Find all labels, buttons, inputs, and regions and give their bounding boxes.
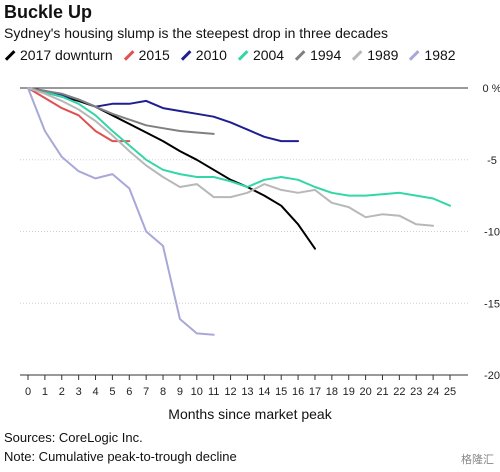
legend-label: 2004 bbox=[252, 47, 285, 63]
legend-swatch bbox=[237, 49, 249, 61]
series-line bbox=[27, 87, 131, 143]
legend-swatch bbox=[180, 49, 191, 61]
legend-item: 1982 bbox=[408, 47, 456, 63]
legend-item: 1989 bbox=[351, 47, 398, 63]
legend-item: 2015 bbox=[123, 47, 170, 63]
x-tick-label: 4 bbox=[92, 386, 98, 398]
x-tick-label: 12 bbox=[224, 386, 236, 398]
x-tick-label: 17 bbox=[309, 386, 321, 398]
legend-item: 1994 bbox=[294, 47, 341, 63]
y-tick-label: -15 bbox=[484, 298, 500, 310]
source-note: Sources: CoreLogic Inc. bbox=[4, 430, 143, 445]
footnote: Note: Cumulative peak-to-trough decline bbox=[4, 449, 237, 464]
x-tick-label: 25 bbox=[444, 386, 456, 398]
x-tick-label: 6 bbox=[126, 386, 132, 398]
x-tick-label: 23 bbox=[410, 386, 422, 398]
x-tick-label: 2 bbox=[59, 386, 65, 398]
chart-subtitle: Sydney's housing slump is the steepest d… bbox=[4, 25, 389, 41]
x-tick-label: 20 bbox=[359, 386, 371, 398]
x-tick-label: 15 bbox=[275, 386, 287, 398]
x-tick-label: 3 bbox=[76, 386, 82, 398]
series-line bbox=[27, 87, 215, 336]
legend-item: 2004 bbox=[237, 47, 284, 63]
x-tick-label: 21 bbox=[376, 386, 388, 398]
series-line bbox=[27, 87, 215, 135]
x-tick-label: 24 bbox=[427, 386, 439, 398]
legend-label: 2017 downturn bbox=[20, 47, 113, 63]
x-tick-label: 14 bbox=[258, 386, 270, 398]
x-tick-label: 8 bbox=[160, 386, 166, 398]
x-tick-label: 9 bbox=[177, 386, 183, 398]
x-tick-label: 7 bbox=[143, 386, 149, 398]
x-tick-label: 10 bbox=[191, 386, 203, 398]
series-line bbox=[27, 87, 435, 227]
x-tick-label: 5 bbox=[109, 386, 115, 398]
series-line bbox=[27, 87, 316, 250]
line-chart: 0 %-5-10-15-200 1 2 3 4 5 6 7 8 9 10 11 12 13 14 15 16 17… bbox=[20, 83, 500, 398]
x-tick-label: 0 bbox=[25, 386, 31, 398]
legend-label: 1989 bbox=[367, 47, 399, 63]
legend-swatch bbox=[123, 49, 134, 61]
y-tick-label: 0 % bbox=[483, 83, 500, 95]
watermark: 格隆汇 bbox=[461, 454, 494, 466]
legend-item: 2010 bbox=[180, 47, 227, 63]
chart-title: Buckle Up bbox=[4, 2, 93, 22]
y-tick-label: -10 bbox=[484, 227, 500, 239]
legend-item: 2017 downturn bbox=[4, 47, 113, 63]
y-tick-label: -20 bbox=[484, 370, 500, 382]
x-tick-label: 16 bbox=[292, 386, 304, 398]
x-tick-label: 19 bbox=[343, 386, 355, 398]
series-line bbox=[27, 87, 451, 207]
x-tick-label: 11 bbox=[208, 386, 219, 398]
legend-label: 1982 bbox=[424, 47, 456, 63]
legend-swatch bbox=[352, 49, 363, 61]
legend-label: 1994 bbox=[310, 47, 342, 63]
x-tick-label: 18 bbox=[326, 386, 338, 398]
x-tick-label: 1 bbox=[42, 386, 48, 398]
chart-legend: 2017 downturn 2015 2010 2004 1994 1989 1982 bbox=[4, 47, 496, 63]
x-tick-label: 13 bbox=[241, 386, 253, 398]
legend-swatch bbox=[294, 49, 306, 61]
legend-swatch bbox=[4, 49, 16, 61]
legend-label: 2010 bbox=[195, 47, 227, 63]
x-axis-label: Months since market peak bbox=[168, 406, 332, 422]
y-tick-label: -5 bbox=[487, 155, 497, 167]
legend-swatch bbox=[409, 49, 420, 61]
legend-label: 2015 bbox=[138, 47, 170, 63]
x-tick-label: 22 bbox=[393, 386, 405, 398]
